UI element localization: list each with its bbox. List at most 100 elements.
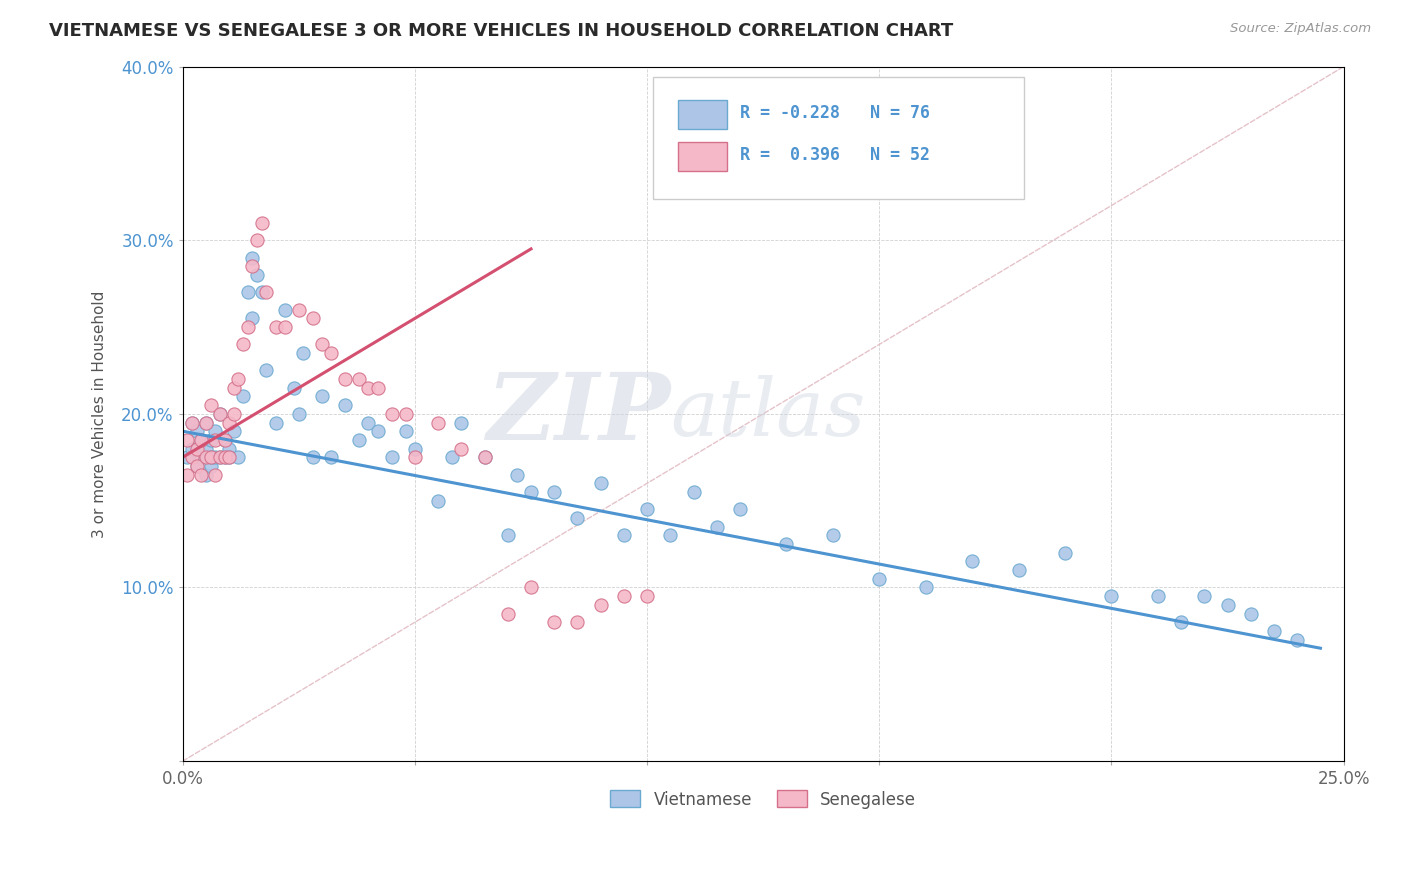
Point — [274, 302, 297, 317]
Point — [250, 216, 273, 230]
Point — [367, 381, 389, 395]
Point — [427, 493, 450, 508]
Point — [311, 337, 333, 351]
Point — [208, 407, 231, 421]
Point — [347, 372, 370, 386]
Point — [218, 442, 240, 456]
Point — [228, 450, 250, 465]
Point — [1007, 563, 1029, 577]
Point — [186, 442, 208, 456]
Point — [1216, 598, 1239, 612]
Point — [288, 302, 311, 317]
Point — [1053, 546, 1076, 560]
Point — [821, 528, 844, 542]
Point — [194, 442, 217, 456]
Point — [1170, 615, 1192, 630]
Point — [496, 607, 519, 621]
Point — [246, 233, 269, 247]
Point — [218, 450, 240, 465]
Point — [1263, 624, 1285, 638]
Text: atlas: atlas — [671, 376, 866, 452]
Point — [208, 450, 231, 465]
Text: R =  0.396   N = 52: R = 0.396 N = 52 — [740, 146, 929, 164]
Point — [301, 311, 323, 326]
Point — [190, 433, 212, 447]
Point — [589, 598, 612, 612]
Point — [194, 450, 217, 465]
Point — [190, 450, 212, 465]
Point — [218, 450, 240, 465]
Point — [208, 450, 231, 465]
Point — [208, 407, 231, 421]
Point — [194, 416, 217, 430]
Point — [200, 458, 222, 473]
Point — [250, 285, 273, 300]
Point — [301, 450, 323, 465]
Point — [450, 442, 472, 456]
Point — [321, 346, 343, 360]
Point — [613, 528, 636, 542]
Point — [200, 450, 222, 465]
Point — [232, 389, 254, 403]
Point — [1147, 589, 1170, 603]
Point — [236, 285, 259, 300]
Point — [214, 450, 236, 465]
Point — [228, 372, 250, 386]
Point — [520, 581, 543, 595]
Point — [567, 511, 589, 525]
Point — [441, 450, 464, 465]
Point — [214, 433, 236, 447]
FancyBboxPatch shape — [679, 142, 727, 170]
Point — [204, 424, 226, 438]
Point — [613, 589, 636, 603]
Point — [232, 337, 254, 351]
Point — [200, 433, 222, 447]
Text: Source: ZipAtlas.com: Source: ZipAtlas.com — [1230, 22, 1371, 36]
Point — [274, 320, 297, 334]
Point — [181, 442, 204, 456]
Point — [254, 363, 277, 377]
Point — [395, 424, 418, 438]
Point — [706, 519, 728, 533]
Point — [204, 450, 226, 465]
Point — [520, 485, 543, 500]
Point — [506, 467, 529, 482]
Point — [311, 389, 333, 403]
Point — [200, 398, 222, 412]
Text: ZIP: ZIP — [486, 368, 671, 458]
Point — [659, 528, 682, 542]
Point — [335, 398, 357, 412]
Point — [868, 572, 890, 586]
Point — [404, 442, 426, 456]
Point — [283, 381, 305, 395]
Y-axis label: 3 or more Vehicles in Household: 3 or more Vehicles in Household — [93, 290, 107, 538]
Point — [321, 450, 343, 465]
Point — [176, 467, 198, 482]
Point — [288, 407, 311, 421]
Point — [474, 450, 496, 465]
Point — [404, 450, 426, 465]
Point — [214, 433, 236, 447]
Point — [186, 458, 208, 473]
Point — [181, 450, 204, 465]
Point — [367, 424, 389, 438]
Point — [264, 320, 287, 334]
Point — [194, 467, 217, 482]
Point — [347, 433, 370, 447]
Point — [181, 416, 204, 430]
Point — [204, 467, 226, 482]
Point — [292, 346, 315, 360]
Point — [775, 537, 797, 551]
Point — [960, 554, 983, 568]
Point — [381, 407, 404, 421]
Point — [200, 450, 222, 465]
Point — [395, 407, 418, 421]
Point — [242, 260, 264, 274]
Point — [636, 502, 658, 516]
Point — [636, 589, 658, 603]
Point — [914, 581, 936, 595]
Point — [186, 458, 208, 473]
Point — [474, 450, 496, 465]
Point — [222, 381, 245, 395]
Point — [567, 615, 589, 630]
